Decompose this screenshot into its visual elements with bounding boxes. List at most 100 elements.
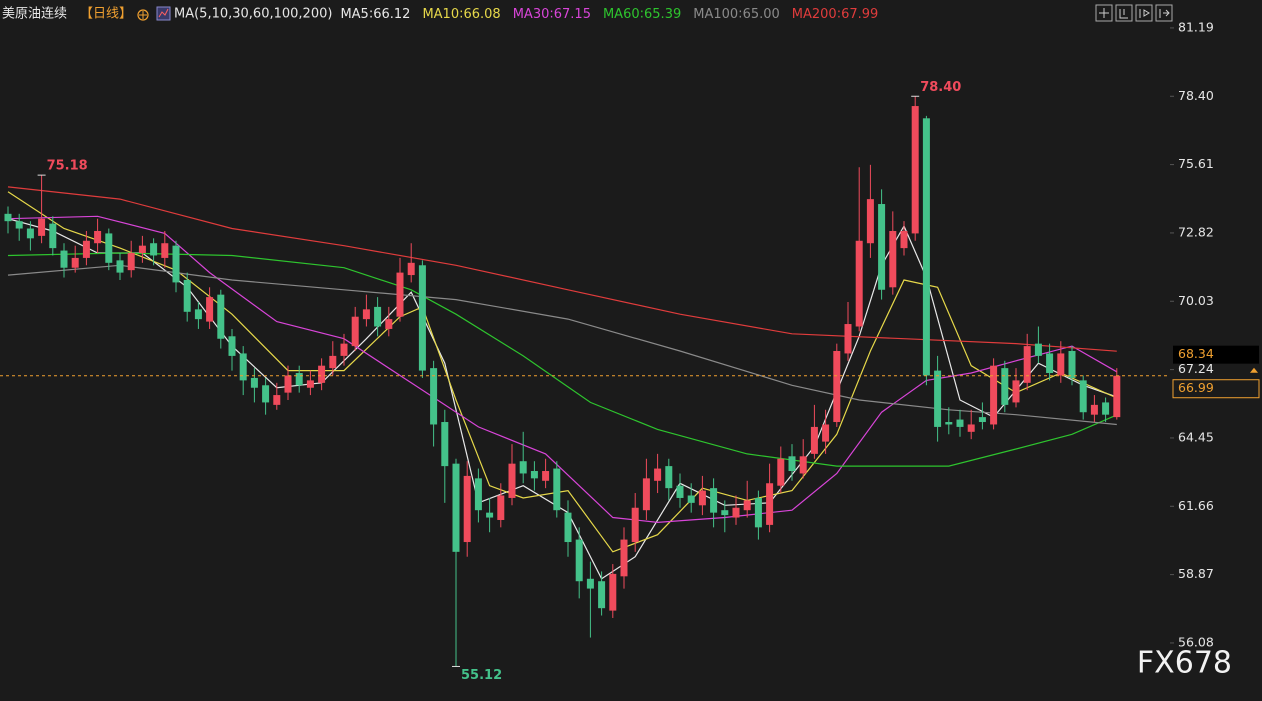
- legend-value: 67.15: [554, 7, 591, 22]
- candle-body: [990, 365, 998, 425]
- candle-body: [239, 353, 247, 381]
- candle-body: [631, 507, 639, 543]
- candle-body: [1113, 375, 1121, 418]
- extreme-label: 78.40: [920, 80, 961, 95]
- legend-name: MA60: [603, 7, 640, 22]
- candle-body: [150, 243, 158, 256]
- candle-body: [396, 272, 404, 317]
- candle-body: [306, 380, 314, 388]
- candle-body: [833, 350, 841, 423]
- candle-body: [519, 461, 527, 474]
- ma-line: [7, 186, 1117, 352]
- candle-body: [362, 309, 370, 320]
- candle-body: [284, 375, 292, 393]
- instrument-title: 美原油连续: [2, 6, 67, 22]
- legend-entry: MA200:67.99: [792, 7, 879, 22]
- candle-body: [710, 488, 718, 513]
- ma-line: [7, 191, 1118, 553]
- y-tick-label: 61.66: [1178, 498, 1214, 513]
- indicator-icon-line: [158, 8, 169, 18]
- candle-body: [967, 424, 975, 432]
- candle-body: [82, 240, 90, 258]
- y-tick-label: 64.45: [1178, 429, 1214, 444]
- y-tick-label: 58.87: [1178, 566, 1214, 581]
- candle-body: [1057, 353, 1065, 376]
- legend-entry: MA60:65.39: [603, 7, 681, 22]
- y-tick-label: 56.08: [1178, 634, 1214, 649]
- candle-body: [116, 260, 124, 273]
- candle-body: [273, 395, 281, 405]
- candle-body: [564, 512, 572, 543]
- candle-body: [441, 422, 449, 467]
- candle-body: [351, 316, 359, 347]
- candle-body: [250, 377, 258, 388]
- candle-body: [1046, 353, 1054, 374]
- candle-body: [1023, 346, 1031, 383]
- toolbar: [1095, 4, 1173, 22]
- candle-body: [754, 497, 762, 528]
- candle-body: [1068, 350, 1076, 378]
- tool-button[interactable]: [1115, 4, 1133, 22]
- candle-body: [26, 228, 34, 239]
- candle-body: [956, 419, 964, 427]
- candle-body: [15, 221, 23, 229]
- candle-body: [206, 297, 214, 322]
- candle-body: [1102, 402, 1110, 415]
- tool-icons: [1099, 8, 1170, 19]
- candle-body: [698, 490, 706, 506]
- y-tick-label: 81.19: [1178, 19, 1214, 34]
- candle-body: [1001, 368, 1009, 405]
- candle-body: [844, 324, 852, 354]
- candle-body: [463, 475, 471, 543]
- candle-body: [799, 456, 807, 474]
- ma-line: [7, 252, 1118, 467]
- highlight-box: [1173, 345, 1259, 364]
- candle-body: [138, 245, 146, 254]
- period-label[interactable]: 【日线】: [80, 7, 132, 22]
- y-tick-label: 75.61: [1178, 156, 1214, 171]
- candle-body: [620, 539, 628, 577]
- candle-body: [900, 230, 908, 249]
- candle-body: [385, 319, 393, 329]
- candle-body: [183, 279, 191, 312]
- candle-body: [4, 213, 12, 222]
- candle-body: [878, 204, 886, 290]
- candle-body: [430, 368, 438, 425]
- candle-body: [978, 417, 986, 423]
- tool-button[interactable]: [1135, 4, 1153, 22]
- add-icon[interactable]: [137, 9, 149, 21]
- candle-body: [777, 458, 785, 486]
- candle-body: [822, 424, 830, 442]
- candle-body: [911, 106, 919, 234]
- candle-body: [665, 466, 673, 489]
- legend-name: MA200: [792, 7, 837, 22]
- candle-body: [49, 223, 57, 249]
- candle-body: [127, 253, 135, 271]
- tool-button[interactable]: [1095, 4, 1113, 22]
- candle-body: [609, 573, 617, 611]
- last-price-arrow: [1250, 367, 1258, 373]
- candle-body: [60, 250, 68, 268]
- legend-value: 65.39: [644, 7, 681, 22]
- candle-body: [642, 478, 650, 511]
- candle-body: [374, 306, 382, 327]
- candle-body: [1012, 380, 1020, 403]
- candle-body: [945, 422, 953, 425]
- legend-value: 66.08: [463, 7, 500, 22]
- tool-button[interactable]: [1155, 4, 1173, 22]
- header: 美原油连续 【日线】 MA(5,10,30,60,100,200) MA5:66…: [2, 6, 878, 22]
- y-tick-label: 70.03: [1178, 293, 1214, 308]
- legend-entry: MA5:66.12: [340, 7, 410, 22]
- candle-body: [530, 471, 538, 479]
- candle-body: [732, 507, 740, 518]
- y-tick-label: 78.40: [1178, 88, 1214, 103]
- candle-body: [743, 500, 751, 511]
- candle-body: [295, 373, 303, 386]
- extreme-label: 55.12: [461, 668, 502, 683]
- last-price-label: 66.99: [1178, 380, 1214, 395]
- legend-entry: MA30:67.15: [513, 7, 591, 22]
- legend-entry: MA100:65.00: [693, 7, 780, 22]
- candle-body: [1034, 343, 1042, 356]
- candle-body: [788, 456, 796, 472]
